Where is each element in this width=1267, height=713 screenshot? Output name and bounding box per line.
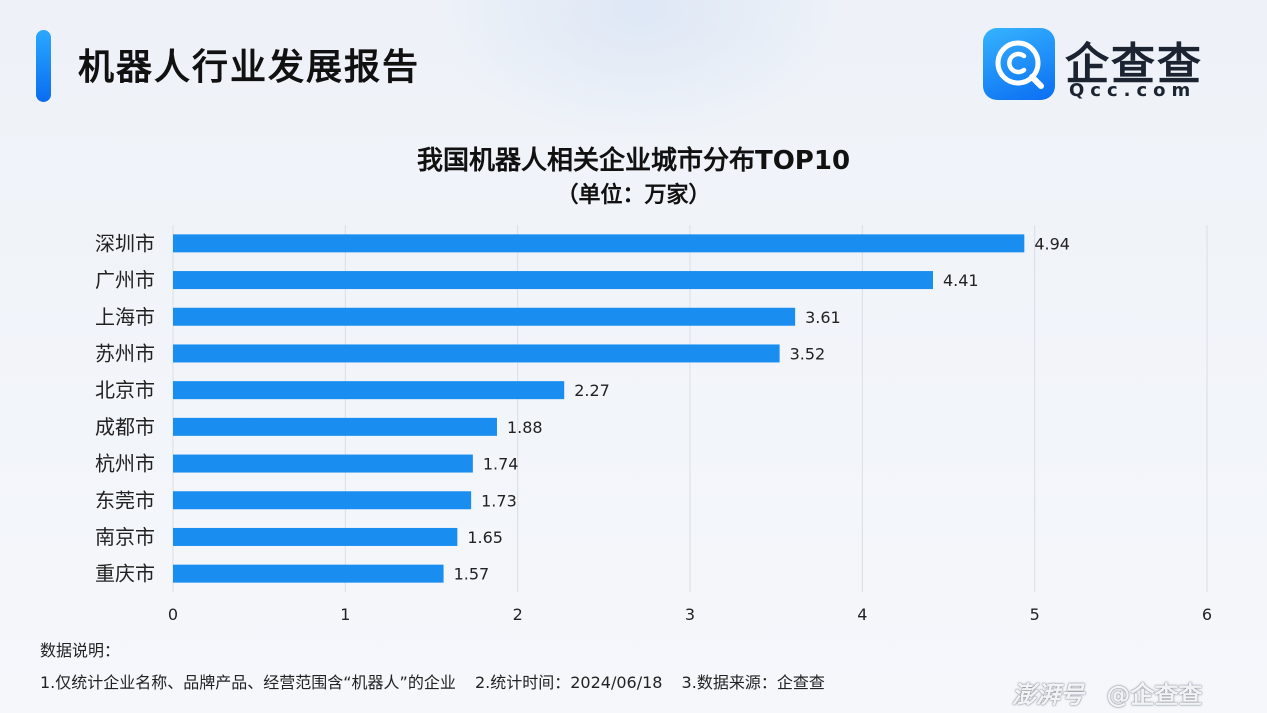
x-tick-label: 6	[1202, 605, 1212, 624]
bar	[173, 381, 565, 400]
category-label: 杭州市	[95, 452, 155, 476]
bar	[173, 454, 473, 473]
notes-line: 1.仅统计企业名称、品牌产品、经营范围含“机器人”的企业 2.统计时间：2024…	[40, 669, 839, 693]
category-label: 北京市	[95, 378, 155, 402]
category-label: 成都市	[95, 415, 155, 439]
value-label: 1.65	[467, 528, 503, 547]
x-tick-label: 5	[1030, 605, 1040, 624]
category-label: 深圳市	[95, 231, 155, 255]
value-label: 3.52	[790, 344, 826, 363]
bar	[173, 307, 796, 326]
chart-title: 我国机器人相关企业城市分布TOP10	[416, 146, 851, 176]
value-label: 4.94	[1034, 234, 1070, 253]
report-title: 机器人行业发展报告	[78, 47, 421, 88]
category-label: 东莞市	[95, 488, 155, 512]
value-label: 1.57	[454, 565, 490, 584]
value-label: 1.88	[507, 418, 543, 437]
logo-name: 企查查	[1065, 39, 1203, 90]
qcc-logo: 企查查 Qcc.com	[983, 28, 1223, 104]
note-item-date: 2.统计时间：2024/06/18	[474, 673, 663, 692]
watermark-brand: 澎湃号	[1012, 681, 1084, 709]
category-label: 南京市	[95, 525, 155, 549]
value-label: 2.27	[574, 381, 610, 400]
bar	[173, 527, 458, 546]
notes-heading: 数据说明：	[40, 641, 121, 660]
x-tick-label: 4	[857, 605, 867, 624]
bar	[173, 344, 780, 363]
value-label: 1.74	[483, 455, 519, 474]
note-item-source: 3.数据来源：企查查	[681, 673, 825, 692]
category-label: 苏州市	[95, 341, 155, 365]
x-tick-label: 3	[685, 605, 695, 624]
category-label: 广州市	[95, 268, 155, 292]
chart-subtitle: （单位：万家）	[556, 183, 711, 208]
logo-domain: Qcc.com	[1069, 80, 1197, 101]
x-tick-label: 0	[168, 605, 178, 624]
bar	[173, 234, 1025, 253]
bar	[173, 271, 933, 290]
value-label: 4.41	[943, 271, 979, 290]
category-label: 重庆市	[95, 562, 155, 586]
value-label: 3.61	[805, 308, 841, 327]
watermark: 澎湃号 @企查查	[1012, 675, 1202, 710]
bar	[173, 417, 497, 436]
note-item-scope: 1.仅统计企业名称、品牌产品、经营范围含“机器人”的企业	[40, 673, 456, 692]
x-tick-label: 2	[513, 605, 523, 624]
watermark-account: @企查查	[1106, 681, 1203, 709]
title-accent-bar	[36, 30, 51, 102]
bar	[173, 564, 444, 583]
qcc-magnifier-logo-icon	[983, 28, 1055, 100]
value-label: 1.73	[481, 491, 517, 510]
bar	[173, 491, 472, 510]
x-tick-label: 1	[340, 605, 350, 624]
category-label: 上海市	[95, 305, 155, 329]
